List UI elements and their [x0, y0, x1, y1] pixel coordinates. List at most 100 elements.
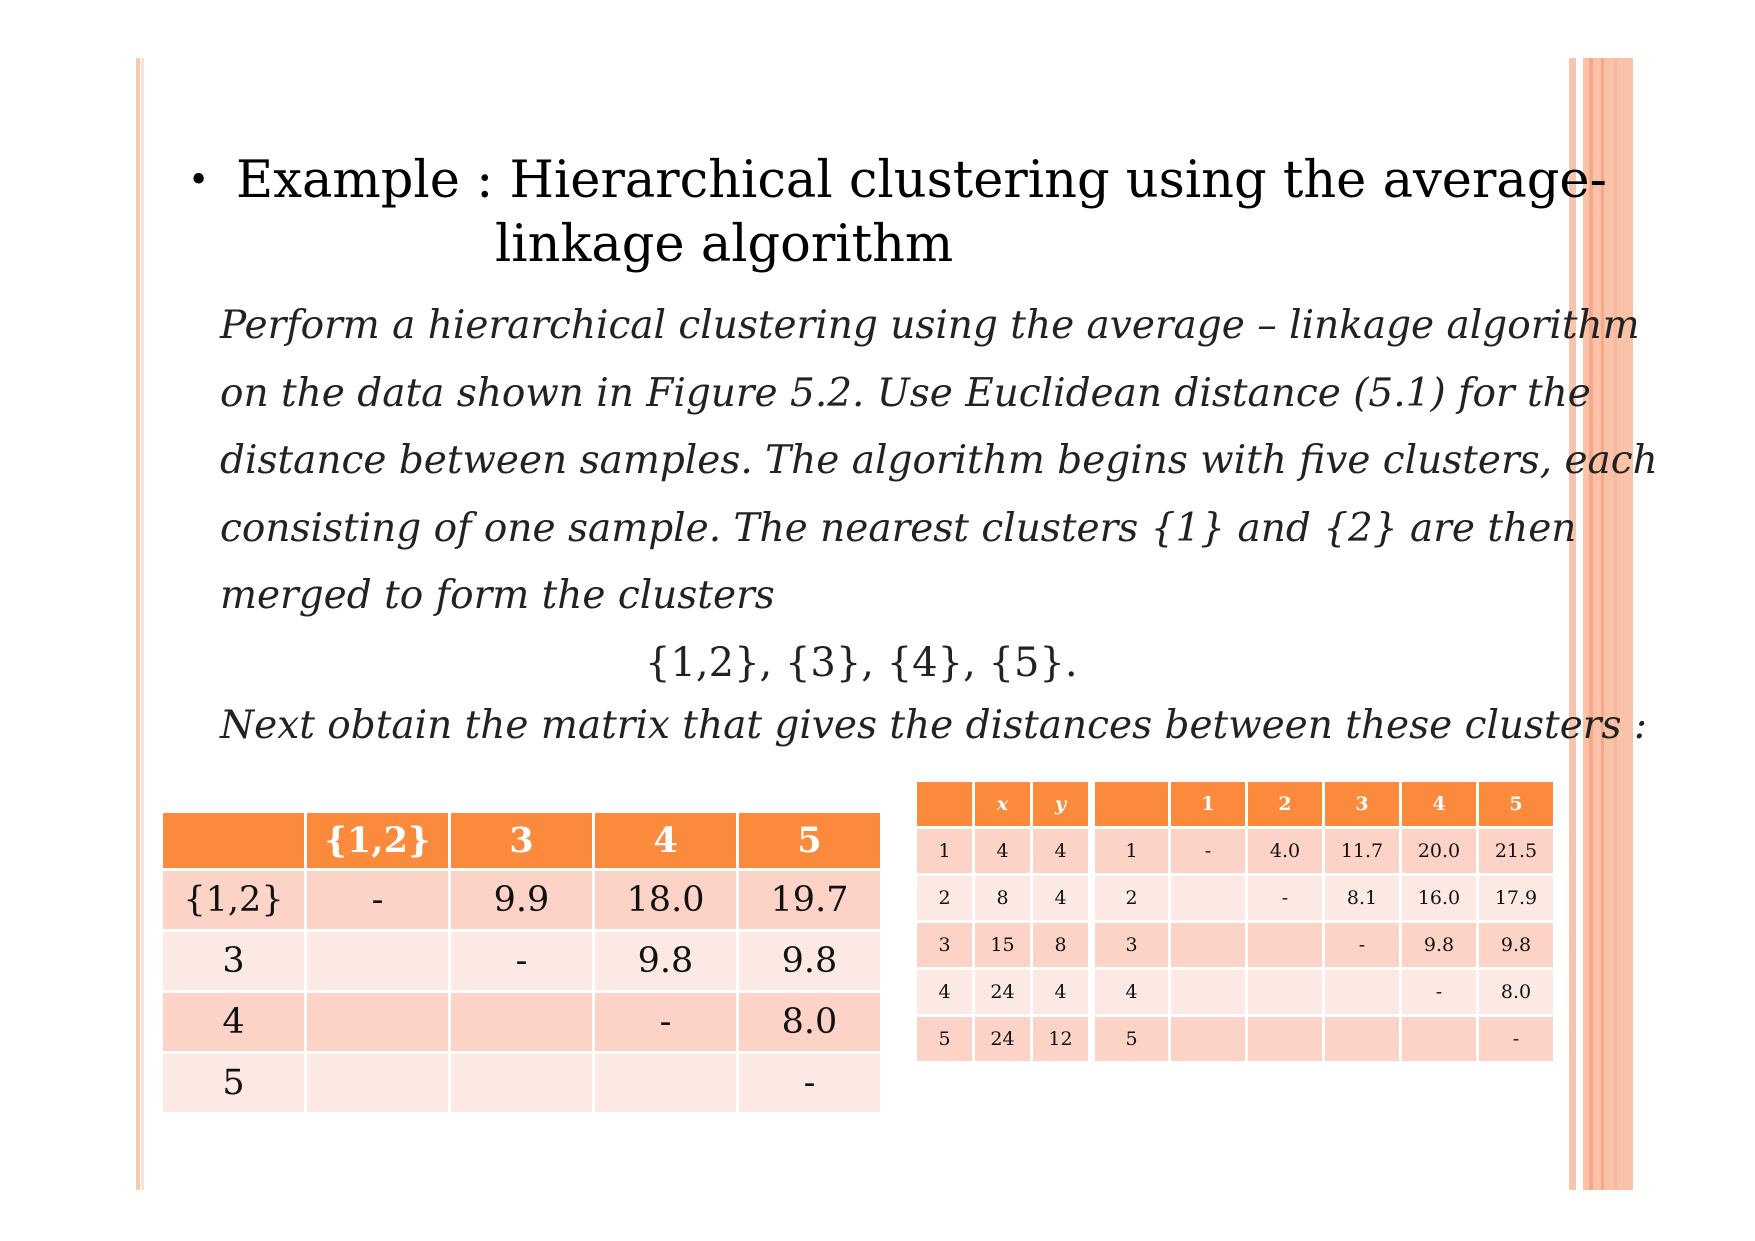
- table-row: 3 15 8: [917, 923, 1091, 970]
- table-cell: [1248, 1017, 1325, 1064]
- table-cell: 8.0: [1479, 970, 1556, 1017]
- cluster-set-formula: {1,2}, {3}, {4}, {5}.: [645, 640, 1078, 686]
- table-cell: 19.7: [739, 871, 883, 932]
- table-cell: -: [451, 932, 595, 993]
- table-cell: 5: [1095, 1017, 1171, 1064]
- table-cell: 4: [917, 970, 975, 1017]
- table-cell: 9.8: [739, 932, 883, 993]
- table-row: 3 - 9.8 9.8: [1095, 923, 1556, 970]
- table-cell: 3: [917, 923, 975, 970]
- table-row: 3 - 9.8 9.8: [163, 932, 883, 993]
- header-cell-x: x: [975, 782, 1033, 829]
- table-row: 4 - 8.0: [1095, 970, 1556, 1017]
- table-cell: -: [1402, 970, 1479, 1017]
- left-decor-rule: [136, 58, 140, 1190]
- table-cell: 4: [1033, 970, 1091, 1017]
- bullet-icon: •: [188, 160, 210, 201]
- table-cell: 2: [917, 876, 975, 923]
- paragraph-line: Perform a hierarchical clustering using …: [220, 303, 1640, 348]
- title-line-1: Example : Hierarchical clustering using …: [236, 151, 1607, 210]
- header-cell: 2: [1248, 782, 1325, 829]
- table-cell: [1171, 923, 1248, 970]
- table-cell: [1171, 970, 1248, 1017]
- table-row: 1 - 4.0 11.7 20.0 21.5: [1095, 829, 1556, 876]
- table-header-row: x y: [917, 782, 1091, 829]
- table-header-row: 1 2 3 4 5: [1095, 782, 1556, 829]
- header-cell: [1095, 782, 1171, 829]
- table-cell: -: [1248, 876, 1325, 923]
- table-cell: [1325, 1017, 1402, 1064]
- header-cell: 3: [451, 813, 595, 871]
- table-cell: 3: [1095, 923, 1171, 970]
- header-cell: 4: [595, 813, 739, 871]
- right-decor-stripe-1: [1589, 58, 1593, 1190]
- table-cell: -: [1479, 1017, 1556, 1064]
- paragraph-line: merged to form the clusters: [220, 573, 775, 618]
- table-cell: 17.9: [1479, 876, 1556, 923]
- table-cell: 4: [975, 829, 1033, 876]
- table-cell: [307, 1054, 451, 1115]
- table-cell: 3: [163, 932, 307, 993]
- table-cell: 5: [917, 1017, 975, 1064]
- coordinates-table: x y 1 4 4 2 8 4 3 15 8 4 24 4 5 24 12: [917, 782, 1091, 1064]
- table-cell: 5: [163, 1054, 307, 1115]
- table-cell: 16.0: [1402, 876, 1479, 923]
- table-cell: 15: [975, 923, 1033, 970]
- table-cell: 18.0: [595, 871, 739, 932]
- table-cell: 12: [1033, 1017, 1091, 1064]
- header-cell: [163, 813, 307, 871]
- table-cell: 20.0: [1402, 829, 1479, 876]
- table-cell: [451, 993, 595, 1054]
- right-decor-stripe-3: [1614, 58, 1617, 1190]
- title-line-2: linkage algorithm: [495, 215, 954, 274]
- table-cell: 9.8: [595, 932, 739, 993]
- header-cell: 4: [1402, 782, 1479, 829]
- table-cell: 24: [975, 1017, 1033, 1064]
- next-step-text: Next obtain the matrix that gives the di…: [220, 703, 1648, 748]
- paragraph-line: distance between samples. The algorithm …: [220, 438, 1658, 483]
- table-cell: 11.7: [1325, 829, 1402, 876]
- table-cell: 2: [1095, 876, 1171, 923]
- left-decor-rule-inner: [141, 58, 144, 1190]
- table-cell: -: [595, 993, 739, 1054]
- table-cell: -: [1171, 829, 1248, 876]
- table-row: 5 -: [163, 1054, 883, 1115]
- table-cell: -: [307, 871, 451, 932]
- paragraph-line: consisting of one sample. The nearest cl…: [220, 505, 1577, 551]
- table-cell: 4.0: [1248, 829, 1325, 876]
- problem-paragraph: Perform a hierarchical clustering using …: [220, 292, 1658, 630]
- table-cell: 8.0: [739, 993, 883, 1054]
- table-cell: 8.1: [1325, 876, 1402, 923]
- table-row: 1 4 4: [917, 829, 1091, 876]
- table-cell: 4: [1095, 970, 1171, 1017]
- header-cell-y: y: [1033, 782, 1091, 829]
- table-cell: 24: [975, 970, 1033, 1017]
- table-cell: [307, 932, 451, 993]
- table-row: 4 24 4: [917, 970, 1091, 1017]
- table-cell: 9.8: [1402, 923, 1479, 970]
- table-row: 2 8 4: [917, 876, 1091, 923]
- header-cell: 5: [739, 813, 883, 871]
- table-cell: [451, 1054, 595, 1115]
- table-cell: [1402, 1017, 1479, 1064]
- table-cell: [1248, 970, 1325, 1017]
- table-cell: [1171, 876, 1248, 923]
- table-cell: 4: [1033, 876, 1091, 923]
- header-cell: {1,2}: [307, 813, 451, 871]
- table-cell: [307, 993, 451, 1054]
- table-cell: {1,2}: [163, 871, 307, 932]
- table-cell: 8: [975, 876, 1033, 923]
- table-cell: 21.5: [1479, 829, 1556, 876]
- table-cell: [1248, 923, 1325, 970]
- table-cell: 1: [917, 829, 975, 876]
- table-cell: -: [1325, 923, 1402, 970]
- right-decor-stripe-2: [1601, 58, 1604, 1190]
- paragraph-line: on the data shown in Figure 5.2. Use Euc…: [220, 370, 1591, 416]
- sample-distance-table: 1 2 3 4 5 1 - 4.0 11.7 20.0 21.5 2 - 8.1…: [1095, 782, 1556, 1064]
- header-cell: 1: [1171, 782, 1248, 829]
- table-row: 5 -: [1095, 1017, 1556, 1064]
- table-cell: 8: [1033, 923, 1091, 970]
- table-cell: 9.8: [1479, 923, 1556, 970]
- merged-distance-table: {1,2} 3 4 5 {1,2} - 9.9 18.0 19.7 3 - 9.…: [163, 813, 883, 1115]
- table-cell: 4: [1033, 829, 1091, 876]
